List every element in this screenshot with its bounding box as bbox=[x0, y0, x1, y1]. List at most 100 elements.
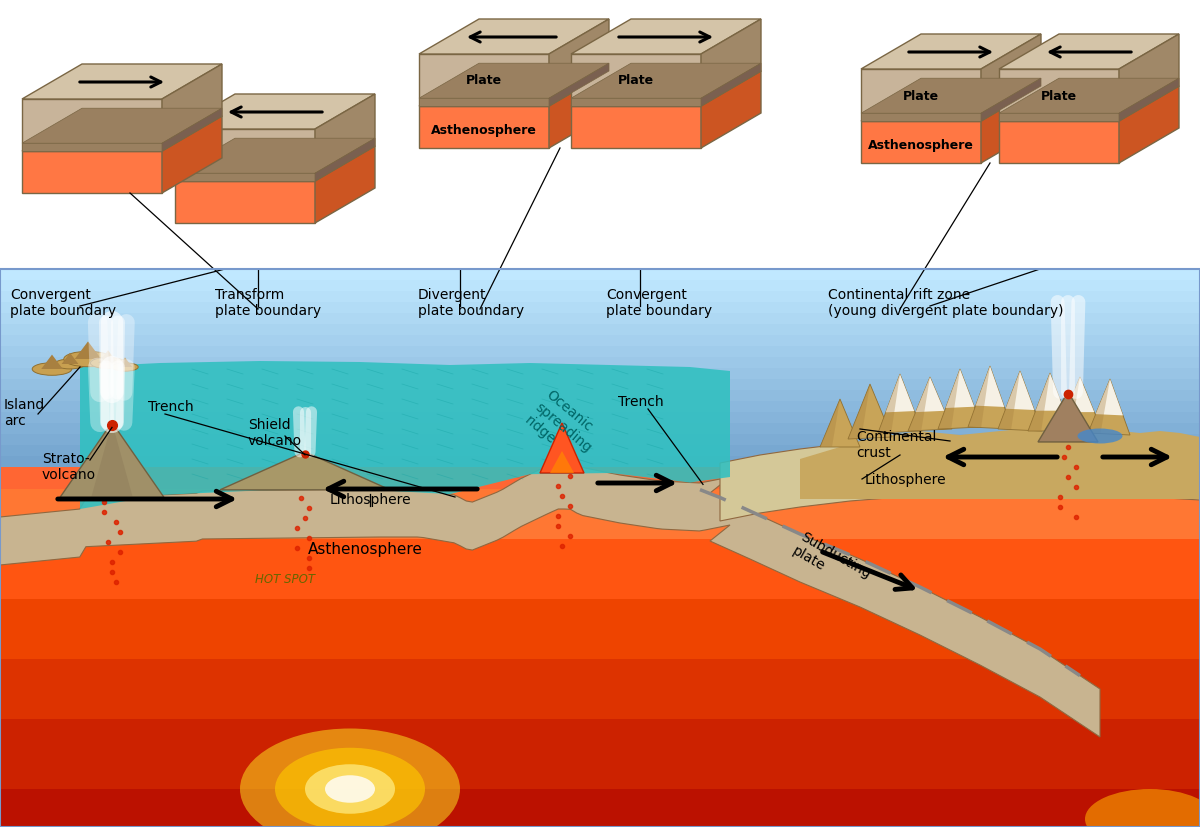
Polygon shape bbox=[98, 351, 118, 364]
Polygon shape bbox=[968, 366, 1012, 429]
Polygon shape bbox=[998, 87, 1178, 122]
Bar bbox=[0, 446, 1200, 457]
Polygon shape bbox=[162, 109, 222, 152]
Ellipse shape bbox=[240, 729, 460, 827]
Bar bbox=[0, 336, 1200, 347]
Polygon shape bbox=[862, 87, 1042, 122]
Polygon shape bbox=[720, 436, 1200, 521]
Polygon shape bbox=[74, 342, 101, 360]
Polygon shape bbox=[862, 70, 982, 122]
Polygon shape bbox=[419, 55, 550, 107]
Polygon shape bbox=[175, 95, 374, 130]
Polygon shape bbox=[175, 182, 314, 224]
Bar bbox=[0, 434, 1200, 446]
Polygon shape bbox=[314, 147, 374, 224]
Text: Subducting
plate: Subducting plate bbox=[790, 529, 874, 595]
Polygon shape bbox=[998, 122, 1120, 164]
Bar bbox=[0, 600, 1200, 659]
Bar bbox=[0, 380, 1200, 390]
Text: Transform
plate boundary: Transform plate boundary bbox=[215, 288, 322, 318]
Polygon shape bbox=[220, 452, 390, 490]
Polygon shape bbox=[1028, 374, 1050, 432]
Polygon shape bbox=[22, 100, 162, 152]
Polygon shape bbox=[820, 399, 840, 447]
Polygon shape bbox=[419, 65, 610, 99]
Ellipse shape bbox=[1078, 429, 1122, 444]
Ellipse shape bbox=[325, 775, 374, 803]
Text: Convergent
plate boundary: Convergent plate boundary bbox=[10, 288, 116, 318]
Polygon shape bbox=[848, 385, 892, 439]
Polygon shape bbox=[908, 378, 952, 432]
Text: Plate: Plate bbox=[618, 74, 654, 88]
Polygon shape bbox=[862, 79, 1042, 114]
Polygon shape bbox=[1120, 87, 1178, 164]
Polygon shape bbox=[862, 122, 982, 164]
Bar bbox=[0, 270, 1200, 280]
Polygon shape bbox=[982, 35, 1042, 122]
Bar bbox=[0, 423, 1200, 434]
Polygon shape bbox=[419, 99, 550, 107]
Text: Lithosphere: Lithosphere bbox=[329, 492, 410, 506]
Polygon shape bbox=[571, 99, 701, 107]
Polygon shape bbox=[419, 72, 610, 107]
Polygon shape bbox=[1058, 378, 1080, 432]
Polygon shape bbox=[800, 429, 1200, 500]
Polygon shape bbox=[998, 70, 1120, 122]
Ellipse shape bbox=[112, 363, 138, 372]
Text: Convergent
plate boundary: Convergent plate boundary bbox=[606, 288, 712, 318]
Polygon shape bbox=[550, 65, 610, 107]
Polygon shape bbox=[908, 378, 930, 432]
Polygon shape bbox=[1088, 380, 1110, 433]
Polygon shape bbox=[571, 65, 761, 99]
Polygon shape bbox=[878, 375, 922, 433]
Text: Divergent
plate boundary: Divergent plate boundary bbox=[418, 288, 524, 318]
Polygon shape bbox=[982, 87, 1042, 164]
Polygon shape bbox=[540, 423, 584, 473]
Polygon shape bbox=[1120, 79, 1178, 122]
Bar bbox=[0, 539, 1200, 600]
Text: Trench: Trench bbox=[148, 399, 193, 414]
Polygon shape bbox=[22, 65, 222, 100]
Polygon shape bbox=[162, 117, 222, 194]
Polygon shape bbox=[419, 20, 610, 55]
Bar bbox=[0, 292, 1200, 303]
Bar bbox=[0, 357, 1200, 369]
Polygon shape bbox=[938, 370, 960, 429]
Polygon shape bbox=[1120, 35, 1178, 122]
Polygon shape bbox=[91, 423, 133, 498]
Bar bbox=[0, 369, 1200, 380]
Polygon shape bbox=[175, 139, 374, 174]
Polygon shape bbox=[1066, 378, 1094, 413]
Text: Trench: Trench bbox=[618, 394, 664, 409]
Polygon shape bbox=[1006, 371, 1034, 410]
Polygon shape bbox=[61, 353, 78, 365]
Polygon shape bbox=[22, 109, 222, 144]
Bar bbox=[0, 280, 1200, 292]
Polygon shape bbox=[1028, 374, 1072, 432]
Bar bbox=[0, 719, 1200, 789]
Bar bbox=[0, 413, 1200, 423]
Polygon shape bbox=[998, 371, 1020, 429]
Ellipse shape bbox=[1085, 789, 1200, 827]
Text: Plate: Plate bbox=[1040, 89, 1078, 103]
Bar bbox=[0, 457, 1200, 467]
Bar bbox=[0, 325, 1200, 336]
Polygon shape bbox=[175, 174, 314, 182]
Text: Continental rift zone
(young divergent plate boundary): Continental rift zone (young divergent p… bbox=[828, 288, 1063, 318]
Polygon shape bbox=[998, 79, 1178, 114]
Polygon shape bbox=[419, 107, 550, 149]
Polygon shape bbox=[998, 35, 1178, 70]
Text: Oceanic
spreading
ridge: Oceanic spreading ridge bbox=[522, 388, 605, 467]
Polygon shape bbox=[862, 114, 982, 122]
Polygon shape bbox=[998, 371, 1042, 432]
Polygon shape bbox=[550, 452, 574, 473]
Ellipse shape bbox=[305, 764, 395, 814]
Polygon shape bbox=[886, 375, 914, 413]
Polygon shape bbox=[968, 366, 990, 428]
Polygon shape bbox=[862, 35, 1042, 70]
Bar bbox=[0, 659, 1200, 719]
Text: Shield
volcano: Shield volcano bbox=[248, 418, 302, 447]
Polygon shape bbox=[1088, 380, 1130, 436]
Polygon shape bbox=[998, 114, 1120, 122]
Polygon shape bbox=[550, 72, 610, 149]
